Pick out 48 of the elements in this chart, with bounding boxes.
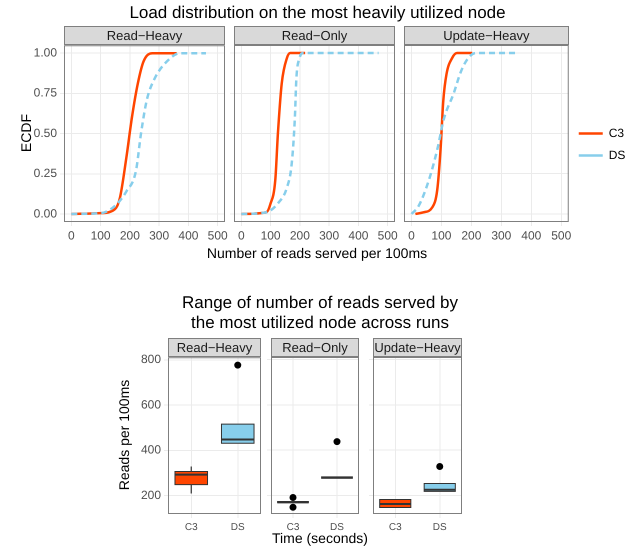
x-tick-label: 200	[290, 228, 310, 243]
x-tick-label: 500	[208, 228, 228, 242]
legend-label: DS	[608, 148, 626, 162]
chart-subtitle: Read−Heavy	[168, 338, 261, 357]
y-tick-label: 1.00	[34, 45, 58, 60]
x-tick-label: C3	[184, 522, 198, 533]
chart-subtitle: Read−Heavy	[64, 26, 225, 45]
x-tick-label: 100	[431, 228, 452, 243]
x-tick-label: 500	[551, 228, 572, 243]
text: Load distribution on the most heavily utilized node	[128, 3, 507, 23]
x-tick-label: 300	[149, 228, 170, 242]
text: Range of number of reads served by the most utilized node across runs	[181, 293, 459, 333]
chart-subtitle: Update−Heavy	[373, 338, 462, 357]
line-series	[70, 52, 208, 216]
y-tick-label: 600	[140, 397, 162, 412]
chart-subtitle: Read−Only	[234, 26, 395, 45]
x-axis-title: Number of reads served per 100ms	[206, 245, 428, 261]
y-tick-label: 0.75	[34, 86, 58, 100]
x-axis-title: Time (seconds)	[272, 530, 368, 546]
y-tick-label: 0.00	[34, 206, 58, 220]
y-tick-label: 0.50	[34, 126, 58, 140]
x-tick-label: 100	[260, 228, 281, 243]
chart-subtitle: Read−Only	[271, 338, 359, 357]
x-tick-label: DS	[230, 522, 246, 533]
x-tick-label: 500	[378, 228, 398, 243]
x-tick-label: 400	[348, 228, 369, 243]
x-tick-label: DS	[330, 522, 344, 533]
x-tick-label: 100	[90, 228, 111, 242]
y-axis-title: ECDF	[18, 114, 34, 152]
x-tick-label: C3	[388, 522, 402, 533]
y-tick-label: 400	[140, 442, 162, 456]
chart-subtitle: Update−Heavy	[404, 26, 569, 45]
x-tick-label: C3	[286, 522, 300, 533]
x-tick-label: DS	[432, 522, 448, 533]
y-axis-title: Reads per 100ms	[116, 380, 132, 490]
legend-label: C3	[608, 126, 624, 140]
y-tick-label: 0.25	[34, 166, 58, 180]
x-tick-label: 0	[238, 228, 245, 243]
x-tick-label: 200	[461, 228, 482, 243]
x-tick-label: 400	[178, 228, 199, 242]
x-tick-label: 300	[319, 228, 340, 243]
y-tick-label: 200	[140, 488, 162, 502]
y-tick-label: 800	[140, 352, 162, 366]
x-tick-label: 300	[491, 228, 512, 243]
x-tick-label: 200	[120, 228, 140, 242]
x-tick-label: 400	[521, 228, 542, 243]
x-tick-label: 0	[68, 228, 75, 242]
x-tick-label: 0	[408, 228, 416, 243]
